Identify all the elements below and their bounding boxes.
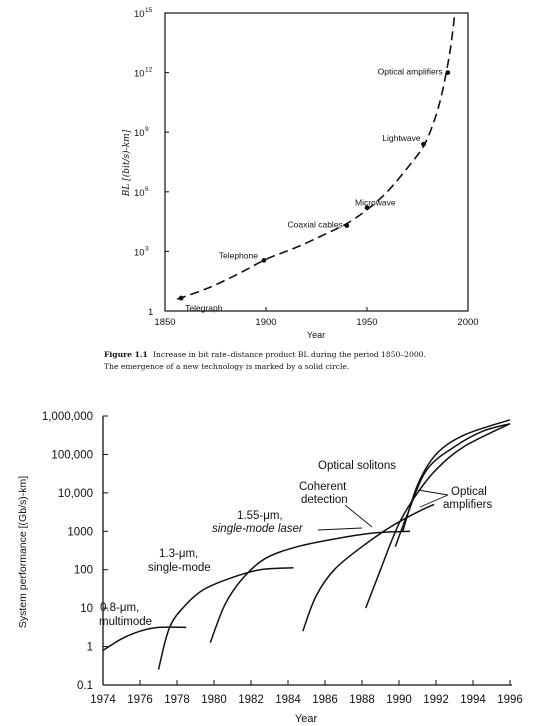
figure-1-y-tick-label: 10 xyxy=(134,188,145,199)
figure-2-series-line xyxy=(401,419,511,532)
figure-1-y-tick-label: 10 xyxy=(134,247,145,258)
figure-1-x-tick-label: 1850 xyxy=(154,317,175,328)
amplifiers-leader-line-a xyxy=(417,489,449,496)
figure-1-milestone-point xyxy=(364,205,370,211)
figure-2-x-tick-label: 1982 xyxy=(238,694,264,706)
figure-2-x-tick-label: 1996 xyxy=(497,694,523,706)
figure-2-x-tick-label: 1974 xyxy=(90,694,116,706)
figure-2-y-tick-label: 10,000 xyxy=(58,488,93,500)
coherent-leader-line xyxy=(344,504,373,528)
figure-2-series-lines xyxy=(102,419,511,670)
figure-1-milestone-point xyxy=(421,141,426,147)
figure-1-caption-line-2: The emergence of a new technology is mar… xyxy=(104,362,349,371)
figure-2-y-tick-label: 1,000,000 xyxy=(42,411,93,423)
figure-2-x-tick-label: 1976 xyxy=(127,694,153,706)
figure-1-milestone-label: Coaxial cables xyxy=(288,220,343,230)
figure-2-x-tick-label: 1984 xyxy=(275,694,301,706)
figure-1-milestone-label: Telegraph xyxy=(185,303,223,313)
figure-2-x-tick-label: 1980 xyxy=(201,694,227,706)
figure-1-y-tick-exponent: 3 xyxy=(145,245,149,252)
laser-leader-line xyxy=(317,527,363,531)
figure-1-y-tick-exponent: 15 xyxy=(145,7,153,14)
annotation-1-3um-line1: 1.3-μm, xyxy=(159,548,198,560)
figure-2-series-line xyxy=(209,530,411,643)
figure-1-caption-label: Figure 1.1 xyxy=(104,350,148,359)
figure-1-x-tick-label: 1900 xyxy=(255,317,276,328)
figure-2-x-tick-label: 1992 xyxy=(423,694,449,706)
figure-2-x-axis-label: Year xyxy=(295,713,318,725)
figure-2-x-tick-label: 1988 xyxy=(349,694,375,706)
figure-1-plot-frame xyxy=(164,12,469,312)
figure-1-milestone-label: Microwave xyxy=(355,198,396,208)
annotation-0-8um-line2: multimode xyxy=(99,616,152,628)
annotation-1-55um-line2: single-mode laser xyxy=(212,523,304,535)
figure-1-y-tick-exponent: 6 xyxy=(145,186,149,193)
figure-1-x-tick-label: 2000 xyxy=(457,317,478,328)
figure-2-x-tick-label: 1986 xyxy=(312,694,338,706)
figure-2-series-line xyxy=(157,567,294,670)
annotation-coherent-line2: detection xyxy=(301,494,348,506)
annotation-coherent-line1: Coherent xyxy=(299,481,347,493)
figure-2-y-tick-label: 1 xyxy=(87,642,93,654)
figure-2-y-tick-label: 100,000 xyxy=(51,449,93,461)
figure-2-x-tick-label: 1994 xyxy=(460,694,486,706)
figure-1-milestone-point xyxy=(445,70,451,75)
annotation-solitons: Optical solitons xyxy=(318,460,396,472)
figure-1-y-tick-exponent: 9 xyxy=(145,126,149,133)
figure-1-x-axis-label: Year xyxy=(307,330,325,340)
figure-2-x-ticks: 1974 1976 1978 1980 1982 1984 1986 1988 1990 1992… xyxy=(90,680,523,706)
figure-2-y-tick-label: 100 xyxy=(74,565,93,577)
figure-1-y-tick-label: 10 xyxy=(134,69,145,80)
figure-1-y-tick-label: 10 xyxy=(134,128,145,139)
figure-2-y-tick-label: 0.1 xyxy=(77,680,93,692)
figure-2-y-tick-label: 1000 xyxy=(67,526,93,538)
amplifiers-leader-line-b xyxy=(419,494,449,508)
figure-1-x-ticks: 1850 1900 1950 2000 xyxy=(154,307,479,328)
figure-2-y-axis-label: System performance [(Gb/s)-km] xyxy=(17,476,29,628)
figure-2-system-performance-chart: 0.1 1 10 100 1000 10,000 100,000 1,000,000 1974… xyxy=(17,411,523,725)
figure-1-milestone-point xyxy=(178,295,184,301)
figure-1-milestone-point xyxy=(344,223,350,228)
figure-1-milestone-label: Lightwave xyxy=(382,133,421,143)
figure-1-y-axis-label: BL [(bit/s)-km] xyxy=(121,129,132,197)
figure-2-x-tick-label: 1978 xyxy=(164,694,190,706)
figure-1-milestones: Telegraph Telephone Coaxial cables Microwav… xyxy=(178,67,451,313)
annotation-amplifiers-line1: Optical xyxy=(451,486,487,498)
figure-2-x-tick-label: 1990 xyxy=(386,694,412,706)
figure-2-series-line xyxy=(365,423,511,609)
annotation-amplifiers-line2: amplifiers xyxy=(443,499,492,511)
annotation-1-3um-line2: single-mode xyxy=(148,562,211,574)
figure-1-y-tick-label: 1 xyxy=(148,307,153,318)
figure-2-y-tick-label: 10 xyxy=(80,603,93,615)
annotation-0-8um-line1: 0.8-μm, xyxy=(100,602,139,614)
figure-1-caption-line-1: Increase in bit rate–distance product BL… xyxy=(153,350,426,359)
figure-2-series-line xyxy=(102,626,187,652)
figure-2-series-line xyxy=(302,503,435,632)
annotation-1-55um-line1: 1.55-μm, xyxy=(237,510,283,522)
figure-1-milestone-point xyxy=(261,257,267,263)
figure-1-y-tick-exponent: 12 xyxy=(145,67,153,74)
figure-2-y-ticks: 0.1 1 10 100 1000 10,000 100,000 1,000,000 xyxy=(42,411,108,692)
figure-1-milestone-label: Optical amplifiers xyxy=(378,67,443,77)
figure-1-milestone-label: Telephone xyxy=(219,250,259,260)
figure-1-x-tick-label: 1950 xyxy=(356,317,377,328)
figure-1-y-tick-label: 10 xyxy=(134,9,145,20)
